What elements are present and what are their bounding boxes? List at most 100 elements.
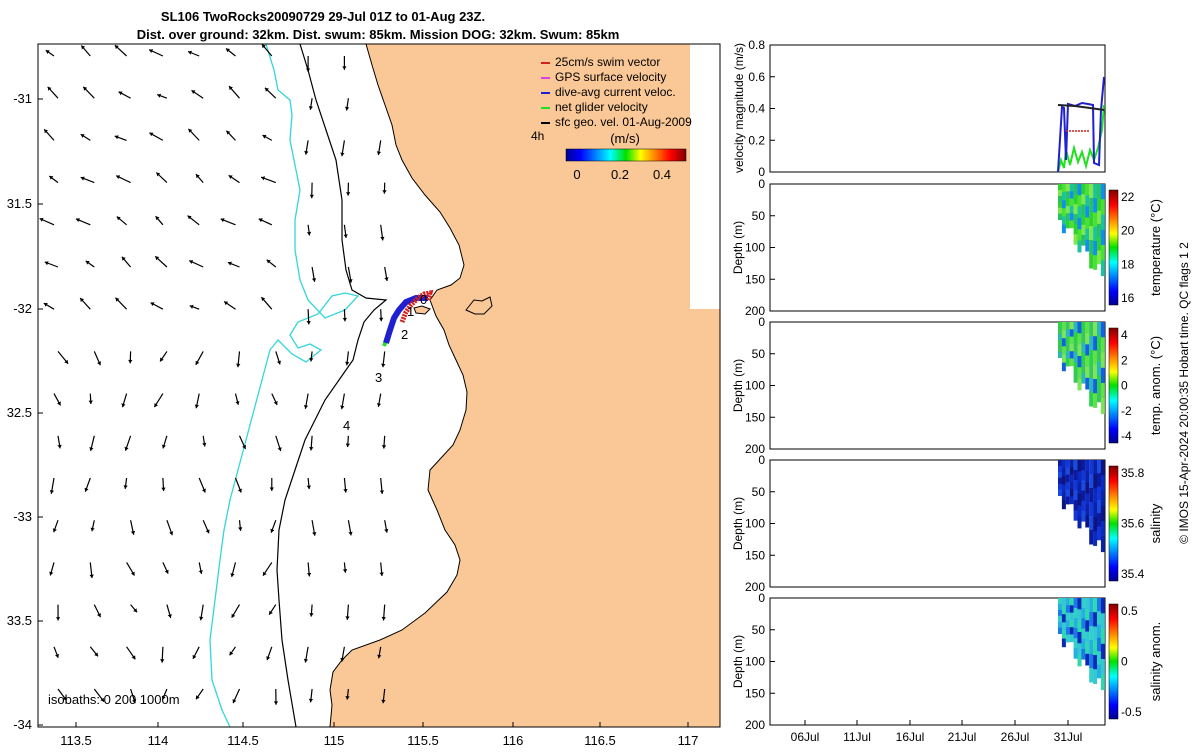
- profile-cell-2-6-0: [1081, 460, 1085, 471]
- profile-cell-0-8-4: [1089, 240, 1093, 255]
- map-x-tick-label-0: 113.5: [60, 733, 92, 748]
- profile-colorbar-1: [1109, 328, 1118, 443]
- track-label-2: 2: [401, 327, 408, 342]
- profile-cell-3-10-4: [1097, 651, 1101, 665]
- profile-cell-1-1-5: [1062, 363, 1066, 372]
- profile-colorbar-tick-label-1-0: -4: [1121, 429, 1132, 443]
- profile-cell-1-7-0: [1085, 322, 1089, 334]
- profile-cell-3-5-2: [1078, 621, 1082, 633]
- profile-cell-1-11-5: [1101, 398, 1105, 414]
- profile-cell-3-8-3: [1089, 640, 1093, 655]
- profile-cell-2-9-0: [1093, 460, 1097, 475]
- profile-cell-3-5-1: [1078, 609, 1082, 621]
- profile-cell-0-6-3: [1081, 215, 1085, 226]
- profile-colorbar-0: [1109, 190, 1118, 305]
- profile-cell-3-1-0: [1062, 598, 1066, 607]
- profile-cell-2-0-0: [1058, 460, 1062, 466]
- profile-cell-3-6-4: [1081, 639, 1085, 650]
- profile-cell-2-6-1: [1081, 470, 1085, 481]
- profile-cell-2-2-4: [1066, 489, 1070, 497]
- profile-cell-1-1-4: [1062, 355, 1066, 364]
- profile-cell-0-8-1: [1089, 198, 1093, 213]
- legend-label-geo: sfc geo. vel. 01-Aug-2009: [555, 115, 692, 129]
- profile-cell-1-0-4: [1058, 346, 1062, 352]
- velocity-ylabel: velocity magnitude (m/s): [732, 43, 746, 173]
- footer-credit: © IMOS 15-Apr-2024 20:00:35 Hobart time.…: [1177, 242, 1191, 544]
- profile-cell-3-8-4: [1089, 654, 1093, 669]
- profile-cell-2-7-4: [1085, 505, 1089, 517]
- colorbar-tick-label-1: 0.2: [611, 167, 629, 182]
- profile-colorbar-tick-label-2-2: 35.8: [1121, 466, 1145, 480]
- profile-cell-0-9-3: [1093, 227, 1097, 242]
- profile-cell-1-11-3: [1101, 368, 1105, 384]
- profile-panel-salinity: Depth (m)05010015020035.435.635.8salinit…: [731, 453, 1163, 594]
- profile-depth-tick-label-3-4: 200: [745, 718, 765, 732]
- profile-cell-0-11-1: [1101, 199, 1105, 215]
- profile-cell-0-4-0: [1074, 184, 1078, 195]
- profile-cell-2-0-3: [1058, 478, 1062, 484]
- profile-cell-0-4-2: [1074, 204, 1078, 215]
- profile-cell-3-8-5: [1089, 668, 1093, 683]
- profile-cell-0-8-3: [1089, 226, 1093, 241]
- profile-cell-0-0-4: [1058, 208, 1062, 214]
- profile-cell-1-3-5: [1070, 358, 1074, 366]
- profile-cell-1-4-0: [1074, 322, 1078, 333]
- profile-cell-1-0-5: [1058, 352, 1062, 358]
- profile-colorbar-label-0: temperature (°C): [1148, 199, 1163, 296]
- profile-cell-2-2-3: [1066, 482, 1070, 490]
- profile-cell-1-4-4: [1074, 362, 1078, 373]
- profile-colorbar-tick-label-1-4: 4: [1121, 328, 1128, 342]
- profile-cell-1-8-3: [1089, 364, 1093, 379]
- profile-cell-1-4-2: [1074, 342, 1078, 353]
- profile-cell-3-10-1: [1097, 611, 1101, 625]
- profile-depth-tick-label-0-0: 0: [758, 177, 765, 191]
- profile-cell-2-3-2: [1070, 475, 1074, 483]
- profile-cell-0-2-0: [1066, 184, 1070, 192]
- profile-cell-2-1-0: [1062, 460, 1066, 469]
- profile-cell-3-7-4: [1085, 643, 1089, 655]
- map-y-tick-label-0: -31: [13, 91, 32, 106]
- profile-cell-0-2-2: [1066, 199, 1070, 207]
- map-y-tick-label-2: -32: [13, 301, 32, 316]
- profile-colorbar-tick-label-1-1: -2: [1121, 404, 1132, 418]
- profile-cell-3-9-2: [1093, 627, 1097, 642]
- profile-cell-1-10-5: [1097, 389, 1101, 403]
- profile-cell-0-2-4: [1066, 213, 1070, 221]
- profile-cell-1-6-0: [1081, 322, 1085, 333]
- time-tick-label-2: 16Jul: [896, 730, 925, 744]
- profile-depth-tick-label-1-1: 50: [752, 347, 766, 361]
- profile-cell-0-1-0: [1062, 184, 1066, 193]
- profile-depth-tick-label-1-2: 100: [745, 379, 765, 393]
- profile-cell-1-3-3: [1070, 344, 1074, 352]
- profile-cell-3-6-5: [1081, 649, 1085, 660]
- profile-colorbar-tick-label-2-1: 35.6: [1121, 517, 1145, 531]
- profile-cell-3-2-2: [1066, 613, 1070, 621]
- time-tick-label-5: 31Jul: [1054, 730, 1083, 744]
- profile-cell-1-5-1: [1078, 333, 1082, 345]
- profile-cell-0-6-0: [1081, 184, 1085, 195]
- profile-cell-0-3-4: [1070, 213, 1074, 221]
- profile-cell-2-10-4: [1097, 513, 1101, 527]
- profile-cell-0-5-5: [1078, 241, 1082, 253]
- profile-cell-1-1-1: [1062, 330, 1066, 339]
- profile-cell-1-0-0: [1058, 322, 1062, 328]
- profile-depth-tick-label-2-2: 100: [745, 517, 765, 531]
- profile-cell-3-6-1: [1081, 608, 1085, 619]
- profile-cell-1-11-1: [1101, 337, 1105, 353]
- profile-depth-tick-label-1-0: 0: [758, 315, 765, 329]
- profile-cell-3-4-3: [1074, 628, 1078, 639]
- profile-cell-3-8-0: [1089, 598, 1093, 613]
- profile-colorbar-tick-label-0-0: 16: [1121, 291, 1135, 305]
- map-y-tick-label-6: -34: [13, 717, 32, 732]
- profile-plot-area-3: [770, 598, 1105, 725]
- profile-cell-0-5-3: [1078, 218, 1082, 230]
- profile-cell-2-0-2: [1058, 472, 1062, 478]
- profile-cell-0-3-2: [1070, 199, 1074, 207]
- profile-cell-0-8-5: [1089, 254, 1093, 269]
- profile-cell-0-5-1: [1078, 195, 1082, 207]
- profile-plot-area-2: [770, 460, 1105, 587]
- profile-panels: Depth (m)05010015020016182022temperature…: [731, 177, 1163, 732]
